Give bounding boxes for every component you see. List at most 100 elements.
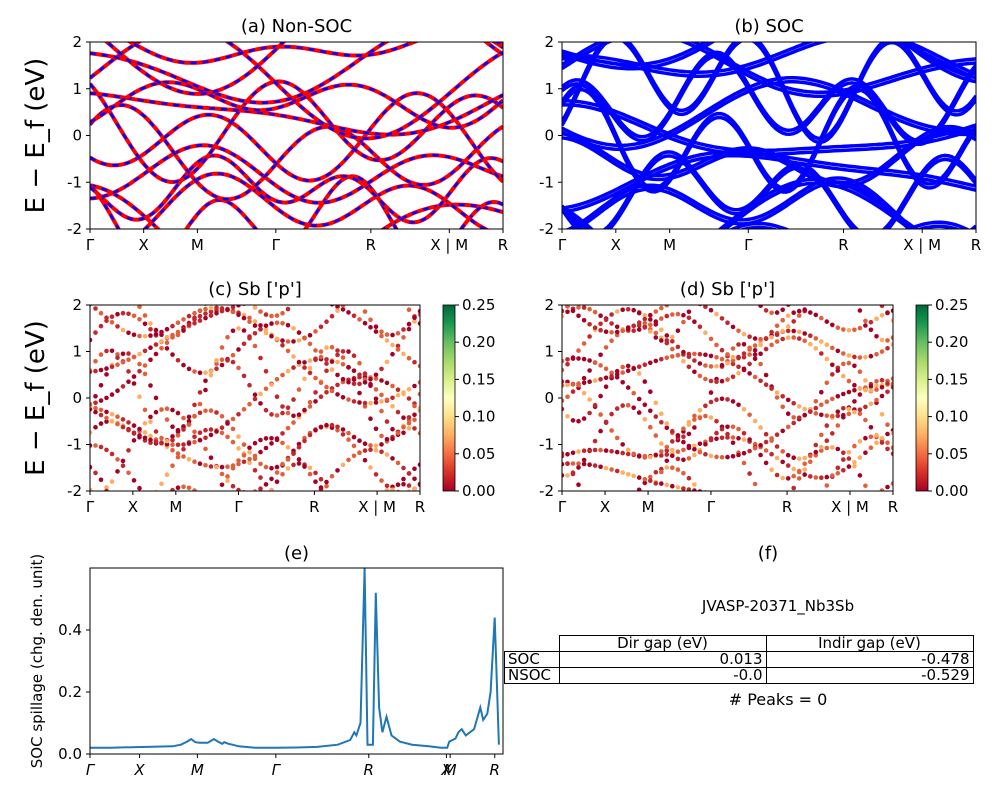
material-id: JVASP-20371_Nb3Sb — [701, 597, 855, 615]
projection-dot — [565, 452, 570, 457]
projection-dot — [664, 465, 670, 470]
projection-dot — [675, 328, 681, 334]
projection-dot — [730, 440, 736, 446]
table-header-dir-gap: Dir gap (eV) — [558, 635, 767, 652]
projection-dot — [879, 305, 885, 308]
projection-dot — [562, 379, 565, 384]
projection-dot — [231, 524, 236, 529]
projection-dot — [263, 369, 269, 374]
projection-dot — [565, 357, 570, 362]
projection-dot — [142, 407, 148, 413]
projection-dot — [763, 308, 769, 313]
projection-dot — [318, 394, 324, 400]
projection-dot — [186, 322, 192, 328]
projection-dot — [686, 419, 692, 425]
projection-dot — [214, 305, 219, 311]
projection-dot — [664, 448, 670, 453]
projection-dot — [626, 524, 631, 529]
projection-dot — [93, 400, 98, 406]
projection-dot — [819, 402, 824, 408]
projection-dot — [752, 356, 758, 362]
projection-dot — [263, 323, 269, 329]
projection-dot — [830, 396, 835, 402]
colorbar-tick-label: 0.00 — [462, 482, 495, 500]
projection-dot — [406, 321, 412, 327]
projection-dot — [841, 412, 846, 418]
projection-dot — [165, 492, 170, 497]
projection-dot — [258, 505, 263, 510]
projection-dot — [769, 329, 774, 335]
projection-dot — [565, 382, 570, 388]
projection-dot — [362, 448, 368, 453]
projection-dot — [565, 461, 570, 466]
projection-dot — [203, 446, 208, 452]
projection-dot — [681, 470, 686, 476]
projection-dot — [318, 424, 324, 430]
projection-dot — [863, 435, 868, 441]
projection-dot — [159, 435, 164, 441]
x-tick-label: X | M — [430, 236, 468, 254]
x-tick-label: X — [440, 761, 452, 779]
projection-dot — [620, 403, 625, 408]
projection-dot — [115, 469, 120, 474]
projection-dot — [252, 489, 258, 491]
band-line-down — [90, 81, 503, 130]
projection-dot — [395, 430, 401, 436]
projection-dot — [648, 454, 653, 460]
projection-dot — [131, 423, 137, 428]
projection-dot — [263, 464, 269, 470]
projection-dot — [857, 355, 863, 360]
projection-dot — [808, 341, 813, 347]
panel-title-f: (f) — [758, 543, 778, 564]
projection-dot — [153, 409, 159, 415]
projection-dot — [802, 331, 807, 336]
projection-dot — [192, 413, 197, 419]
projection-dot — [368, 416, 373, 422]
projection-dot — [93, 330, 98, 335]
band-line-down — [90, 91, 503, 136]
projection-dot — [736, 274, 741, 279]
projection-dot — [175, 320, 181, 326]
projection-dot — [120, 424, 126, 430]
projection-dot — [296, 412, 302, 418]
projection-dot — [280, 310, 285, 316]
x-tick-label: R — [782, 498, 792, 516]
projection-dot — [681, 434, 686, 440]
projection-dot — [115, 500, 120, 505]
projection-dot — [758, 443, 763, 448]
projection-dot — [346, 379, 351, 385]
projection-dot — [747, 352, 752, 357]
projection-dot — [725, 320, 730, 326]
projection-dot — [93, 394, 98, 399]
projection-dot — [890, 385, 893, 390]
projection-dot — [642, 417, 648, 422]
projection-dot — [769, 451, 774, 457]
projection-dot — [308, 281, 313, 286]
projection-dot — [604, 266, 609, 271]
projection-dot — [291, 420, 296, 425]
projection-dot — [774, 432, 780, 438]
projection-dot — [736, 496, 741, 501]
projection-dot — [587, 358, 592, 363]
projection-dot — [175, 358, 181, 363]
projection-dot — [631, 451, 636, 457]
projection-dot — [847, 286, 852, 291]
projection-dot — [686, 431, 692, 437]
projection-dot — [719, 347, 725, 353]
projection-dot — [390, 383, 395, 389]
projection-dot — [230, 309, 236, 315]
projection-dot — [126, 369, 131, 374]
projection-dot — [302, 365, 307, 370]
projection-dot — [269, 333, 274, 339]
projection-dot — [653, 400, 659, 406]
projection-dot — [219, 345, 225, 350]
projection-dot — [620, 470, 625, 475]
projection-dot — [598, 377, 603, 382]
projection-dot — [115, 517, 120, 522]
projection-dot — [741, 460, 747, 466]
projection-dot — [885, 381, 890, 386]
projection-dot — [192, 434, 197, 440]
projection-dot — [636, 327, 642, 332]
projection-dot — [330, 269, 335, 274]
projection-dot — [692, 369, 697, 375]
